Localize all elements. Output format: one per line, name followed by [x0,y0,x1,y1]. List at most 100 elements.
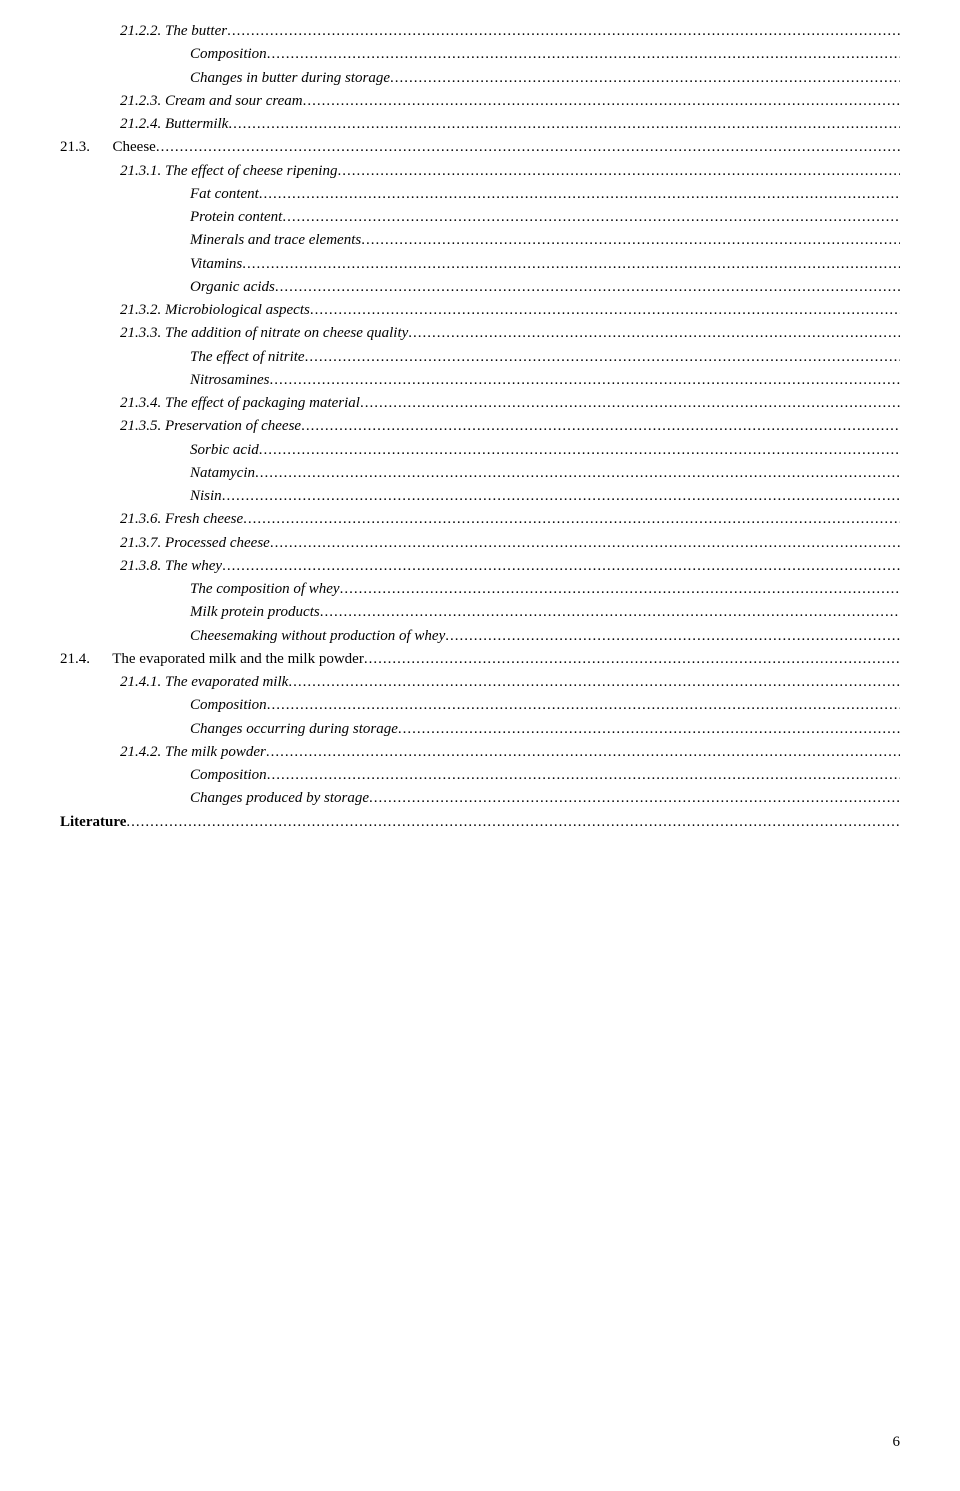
toc-leader-dots [267,764,900,787]
toc-leader-dots [266,741,900,764]
toc-entry: The effect of nitrite [60,346,900,369]
toc-leader-dots [222,485,900,508]
toc-entry: 21.2.4. Buttermilk [60,113,900,136]
toc-leader-dots [259,439,900,462]
toc-entry: Composition [60,764,900,787]
toc-leader-dots [340,578,900,601]
toc-label: Nisin [190,485,222,508]
toc-label: Protein content [190,206,282,229]
toc-entry: Changes occurring during storage [60,718,900,741]
toc-label: 21.3. Cheese [60,136,156,159]
toc-entry: 21.3.7. Processed cheese [60,532,900,555]
toc-label: The composition of whey [190,578,340,601]
toc-leader-dots [369,787,900,810]
toc-entry: Organic acids [60,276,900,299]
toc-entry: 21.3.8. The whey [60,555,900,578]
toc-label: Natamycin [190,462,255,485]
page-number: 6 [893,1434,901,1451]
toc-entry: Cheesemaking without production of whey [60,625,900,648]
toc-label: 21.4. The evaporated milk and the milk p… [60,648,364,671]
toc-leader-dots [126,811,900,834]
toc-leader-dots [364,648,900,671]
toc-leader-dots [228,113,900,136]
toc-entry: Nitrosamines [60,369,900,392]
table-of-contents: 21.2.2. The butterCompositionChanges in … [60,20,900,834]
toc-leader-dots [255,462,900,485]
toc-entry: Milk protein products [60,601,900,624]
toc-entry: 21.4. The evaporated milk and the milk p… [60,648,900,671]
toc-entry: Minerals and trace elements [60,229,900,252]
toc-leader-dots [269,369,900,392]
toc-entry: Natamycin [60,462,900,485]
toc-leader-dots [275,276,900,299]
toc-leader-dots [408,322,900,345]
toc-entry: The composition of whey [60,578,900,601]
toc-entry: 21.2.3. Cream and sour cream [60,90,900,113]
toc-entry: Sorbic acid [60,439,900,462]
toc-label: Composition [190,764,267,787]
toc-entry: Literature [60,811,900,834]
toc-entry: Fat content [60,183,900,206]
toc-entry: Composition [60,43,900,66]
toc-leader-dots [445,625,900,648]
toc-label: 21.2.3. Cream and sour cream [120,90,303,113]
toc-leader-dots [259,183,900,206]
toc-label: Composition [190,43,267,66]
toc-leader-dots [390,67,900,90]
toc-label: 21.3.6. Fresh cheese [120,508,243,531]
page: 21.2.2. The butterCompositionChanges in … [60,20,900,1471]
toc-leader-dots [156,136,900,159]
toc-entry: 21.3.1. The effect of cheese ripening [60,160,900,183]
toc-label: Changes occurring during storage [190,718,398,741]
toc-entry: 21.3.6. Fresh cheese [60,508,900,531]
toc-leader-dots [303,90,900,113]
toc-label: Vitamins [190,253,242,276]
toc-leader-dots [301,415,900,438]
toc-leader-dots [398,718,900,741]
toc-label: Changes produced by storage [190,787,369,810]
toc-label: 21.3.4. The effect of packaging material [120,392,360,415]
toc-label: Literature [60,811,126,834]
toc-label: Organic acids [190,276,275,299]
toc-entry: 21.3.5. Preservation of cheese [60,415,900,438]
toc-entry: Vitamins [60,253,900,276]
toc-label: Cheesemaking without production of whey [190,625,445,648]
toc-label: 21.3.2. Microbiological aspects [120,299,310,322]
toc-entry: 21.2.2. The butter [60,20,900,43]
toc-leader-dots [288,671,900,694]
toc-entry: 21.4.1. The evaporated milk [60,671,900,694]
toc-entry: 21.3.2. Microbiological aspects [60,299,900,322]
toc-label: Minerals and trace elements [190,229,361,252]
toc-leader-dots [222,555,900,578]
toc-label: Nitrosamines [190,369,269,392]
toc-leader-dots [243,508,900,531]
toc-leader-dots [242,253,900,276]
toc-leader-dots [360,392,900,415]
toc-label: 21.3.1. The effect of cheese ripening [120,160,337,183]
toc-entry: 21.3.3. The addition of nitrate on chees… [60,322,900,345]
toc-leader-dots [361,229,900,252]
toc-entry: Composition [60,694,900,717]
toc-entry: 21.4.2. The milk powder [60,741,900,764]
toc-label: Sorbic acid [190,439,259,462]
toc-label: 21.2.4. Buttermilk [120,113,228,136]
toc-leader-dots [267,694,900,717]
toc-label: Composition [190,694,267,717]
toc-entry: Changes produced by storage [60,787,900,810]
toc-leader-dots [227,20,900,43]
toc-entry: Protein content [60,206,900,229]
toc-label: Fat content [190,183,259,206]
toc-label: 21.3.3. The addition of nitrate on chees… [120,322,408,345]
toc-leader-dots [282,206,900,229]
toc-entry: 21.3.4. The effect of packaging material [60,392,900,415]
toc-leader-dots [310,299,900,322]
toc-label: 21.3.5. Preservation of cheese [120,415,301,438]
toc-label: Changes in butter during storage [190,67,390,90]
toc-leader-dots [267,43,900,66]
toc-label: 21.2.2. The butter [120,20,227,43]
toc-label: 21.4.2. The milk powder [120,741,266,764]
toc-label: 21.4.1. The evaporated milk [120,671,288,694]
toc-entry: Nisin [60,485,900,508]
toc-label: 21.3.8. The whey [120,555,222,578]
toc-label: The effect of nitrite [190,346,305,369]
